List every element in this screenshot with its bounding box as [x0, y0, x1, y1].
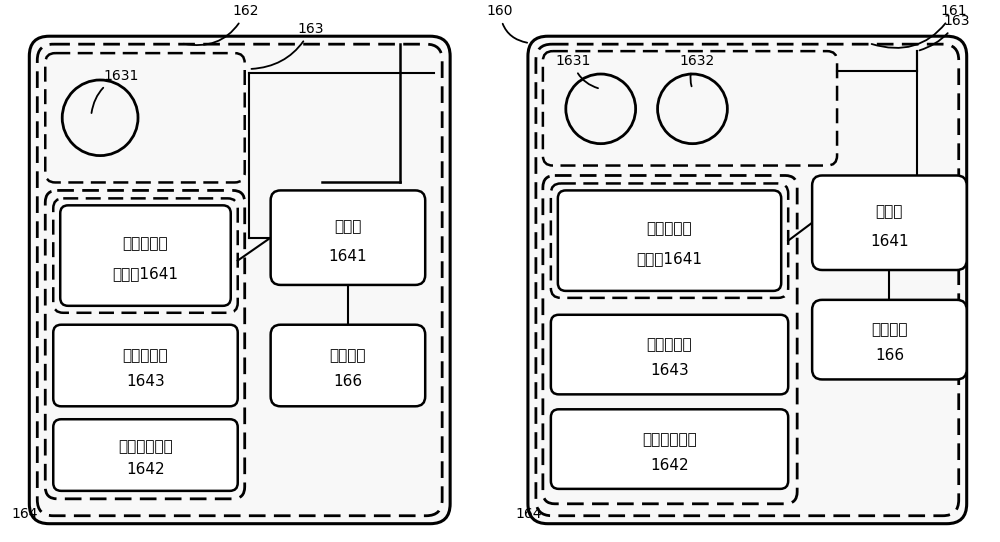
FancyBboxPatch shape: [29, 36, 450, 524]
Text: 1632: 1632: [680, 54, 715, 86]
Text: 距离传感器: 距离传感器: [123, 348, 168, 363]
Text: 162: 162: [184, 4, 259, 45]
FancyBboxPatch shape: [812, 176, 967, 270]
Text: 164: 164: [11, 507, 38, 521]
Text: 1641: 1641: [870, 234, 909, 249]
Text: 1643: 1643: [126, 375, 165, 389]
Text: 通信组件: 通信组件: [330, 348, 366, 363]
Text: 处理器: 处理器: [876, 204, 903, 219]
Text: 1641: 1641: [329, 249, 367, 264]
Text: 1643: 1643: [650, 363, 689, 378]
Text: 陀螺仪传感器: 陀螺仪传感器: [642, 432, 697, 447]
FancyBboxPatch shape: [551, 409, 788, 489]
Text: 重力加速度: 重力加速度: [123, 236, 168, 251]
Text: 距离传感器: 距离传感器: [647, 338, 692, 352]
Text: 传感器1641: 传感器1641: [637, 251, 703, 266]
FancyBboxPatch shape: [53, 419, 238, 491]
Text: 164: 164: [515, 507, 541, 521]
Text: 1631: 1631: [555, 54, 598, 88]
Text: 161: 161: [872, 4, 967, 48]
FancyBboxPatch shape: [271, 325, 425, 406]
Text: 166: 166: [875, 348, 904, 363]
Text: 160: 160: [487, 4, 527, 43]
Text: 重力加速度: 重力加速度: [647, 221, 692, 236]
Text: 1642: 1642: [650, 457, 689, 473]
FancyBboxPatch shape: [812, 300, 967, 379]
Text: 传感器1641: 传感器1641: [112, 266, 178, 281]
Text: 1631: 1631: [91, 69, 139, 113]
Text: 1642: 1642: [126, 462, 165, 477]
FancyBboxPatch shape: [53, 325, 238, 406]
FancyBboxPatch shape: [551, 315, 788, 395]
FancyBboxPatch shape: [60, 205, 231, 306]
Text: 通信组件: 通信组件: [871, 322, 908, 338]
Text: 163: 163: [920, 14, 970, 50]
Text: 处理器: 处理器: [334, 219, 362, 234]
Text: 陀螺仪传感器: 陀螺仪传感器: [118, 439, 173, 454]
FancyBboxPatch shape: [528, 36, 967, 524]
FancyBboxPatch shape: [271, 190, 425, 285]
FancyBboxPatch shape: [558, 190, 781, 291]
Text: 163: 163: [251, 22, 324, 69]
Text: 166: 166: [333, 375, 362, 389]
